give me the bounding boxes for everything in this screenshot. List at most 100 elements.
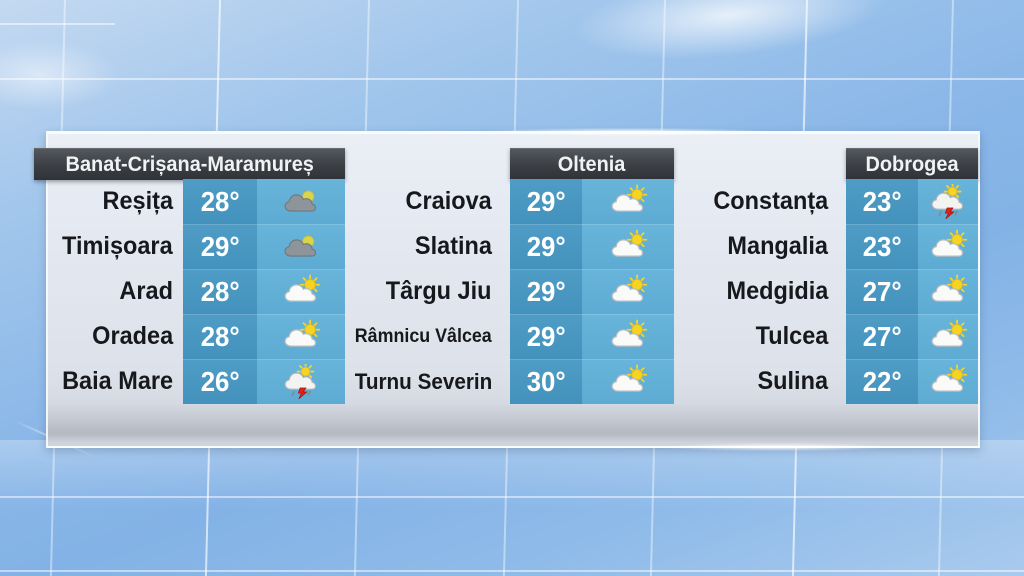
city-row: Reșița 28°: [48, 179, 978, 224]
weather-icon-cell: [257, 179, 345, 224]
city-name-label: Târgu Jiu: [386, 277, 492, 305]
partly-sunny-icon: [611, 319, 648, 347]
weather-icon-cell: [918, 224, 978, 269]
city-rows: Craiova 29° Slatina 29° Târgu Jiu 29° Râmni…: [48, 179, 978, 404]
city-name: Tulcea: [676, 314, 838, 359]
weather-icon-cell: [918, 269, 978, 314]
city-row: Medgidia 27°: [48, 269, 978, 314]
temperature-value: 27°: [862, 321, 902, 352]
partly-sunny-icon: [284, 274, 321, 302]
weather-icon-cell: [582, 314, 674, 359]
city-name: Râmnicu Vâlcea: [336, 314, 502, 359]
region-header-label: Oltenia: [558, 153, 626, 176]
panel-top-glare: [488, 128, 768, 136]
city-name-label: Mangalia: [727, 232, 828, 260]
weather-icon-cell: [582, 179, 674, 224]
temperature-cell: 26°: [183, 359, 257, 404]
weather-icon-cell: [582, 269, 674, 314]
temperature-value: 23°: [862, 231, 902, 262]
city-row: Arad 28°: [48, 269, 978, 314]
background-grid-line: [0, 496, 1024, 498]
mostly-cloudy-icon: [284, 234, 317, 257]
city-row: Sulina 22°: [48, 359, 978, 404]
region-column-2: Dobrogea Constanța 23° Mangalia 23° Medgidi…: [48, 134, 978, 446]
weather-icon-cell: [257, 359, 345, 404]
partly-sunny-icon: [611, 364, 648, 392]
city-name: Mangalia: [676, 224, 838, 269]
weather-icon-cell: [257, 314, 345, 359]
temperature-value: 29°: [526, 186, 566, 217]
partly-sunny-icon: [931, 319, 968, 347]
temperature-cell: 23°: [846, 224, 918, 269]
temperature-cell: 29°: [510, 224, 582, 269]
city-name: Reșița: [50, 179, 183, 224]
city-name-label: Reșița: [102, 187, 173, 215]
background-grid-line: [0, 23, 115, 25]
city-name: Constanța: [676, 179, 838, 224]
temperature-cell: 29°: [510, 314, 582, 359]
background-grid-line: [0, 78, 1024, 80]
background-glare: [556, 0, 904, 78]
temperature-value: 28°: [200, 321, 240, 352]
temperature-cell: 29°: [183, 224, 257, 269]
city-name-label: Constanța: [713, 187, 828, 215]
temperature-value: 22°: [862, 366, 902, 397]
region-header-label: Dobrogea: [865, 153, 959, 176]
partly-sunny-icon: [931, 274, 968, 302]
city-name-label: Baia Mare: [61, 367, 173, 395]
region-header: Dobrogea: [846, 148, 978, 180]
background-glare: [0, 440, 1024, 510]
partly-sunny-icon: [611, 229, 648, 257]
temperature-cell: 28°: [183, 179, 257, 224]
temperature-cell: 27°: [846, 314, 918, 359]
weather-icon-cell: [582, 224, 674, 269]
city-row: Tulcea 27°: [48, 314, 978, 359]
city-name-label: Oradea: [91, 322, 173, 350]
city-row: Târgu Jiu 29°: [48, 269, 978, 314]
background-glare: [0, 40, 120, 110]
partly-sunny-icon: [931, 229, 968, 257]
city-row: Craiova 29°: [48, 179, 978, 224]
temperature-cell: 22°: [846, 359, 918, 404]
city-name: Craiova: [336, 179, 502, 224]
city-name-label: Timișoara: [62, 232, 173, 260]
panel-bottom-glare: [668, 443, 888, 451]
temperature-value: 28°: [200, 276, 240, 307]
temperature-cell: 30°: [510, 359, 582, 404]
city-name-label: Turnu Severin: [354, 369, 492, 394]
city-name-label: Medgidia: [726, 277, 828, 305]
temperature-cell: 27°: [846, 269, 918, 314]
city-name: Baia Mare: [50, 359, 183, 404]
region-column-0: Banat-Crișana-Maramureș Reșița 28° Timișoa…: [34, 134, 978, 446]
temperature-cell: 29°: [510, 269, 582, 314]
temperature-value: 29°: [526, 276, 566, 307]
mostly-cloudy-icon: [284, 189, 317, 212]
city-name: Sulina: [676, 359, 838, 404]
temperature-value: 28°: [200, 186, 240, 217]
temperature-value: 27°: [862, 276, 902, 307]
city-row: Râmnicu Vâlcea 29°: [48, 314, 978, 359]
partly-sunny-icon: [611, 184, 648, 212]
weather-icon-cell: [257, 269, 345, 314]
temperature-cell: 23°: [846, 179, 918, 224]
city-name: Târgu Jiu: [336, 269, 502, 314]
temperature-value: 23°: [862, 186, 902, 217]
forecast-panel: Banat-Crișana-Maramureș Reșița 28° Timișoa…: [34, 128, 980, 451]
city-name: Turnu Severin: [336, 359, 502, 404]
city-row: Mangalia 23°: [48, 224, 978, 269]
thunderstorm-icon: [931, 183, 964, 219]
partly-sunny-icon: [284, 319, 321, 347]
temperature-value: 29°: [526, 321, 566, 352]
temperature-value: 30°: [526, 366, 566, 397]
background-grid-line: [0, 570, 1024, 572]
city-row: Slatina 29°: [48, 224, 978, 269]
city-rows: Reșița 28° Timișoara 29° Arad 28° Oradea 28°…: [48, 179, 978, 404]
region-header: Oltenia: [510, 148, 674, 180]
city-name-label: Tulcea: [755, 322, 828, 350]
weather-icon-cell: [918, 359, 978, 404]
temperature-cell: 28°: [183, 314, 257, 359]
weather-icon-cell: [582, 359, 674, 404]
temperature-cell: 28°: [183, 269, 257, 314]
partly-sunny-icon: [611, 274, 648, 302]
